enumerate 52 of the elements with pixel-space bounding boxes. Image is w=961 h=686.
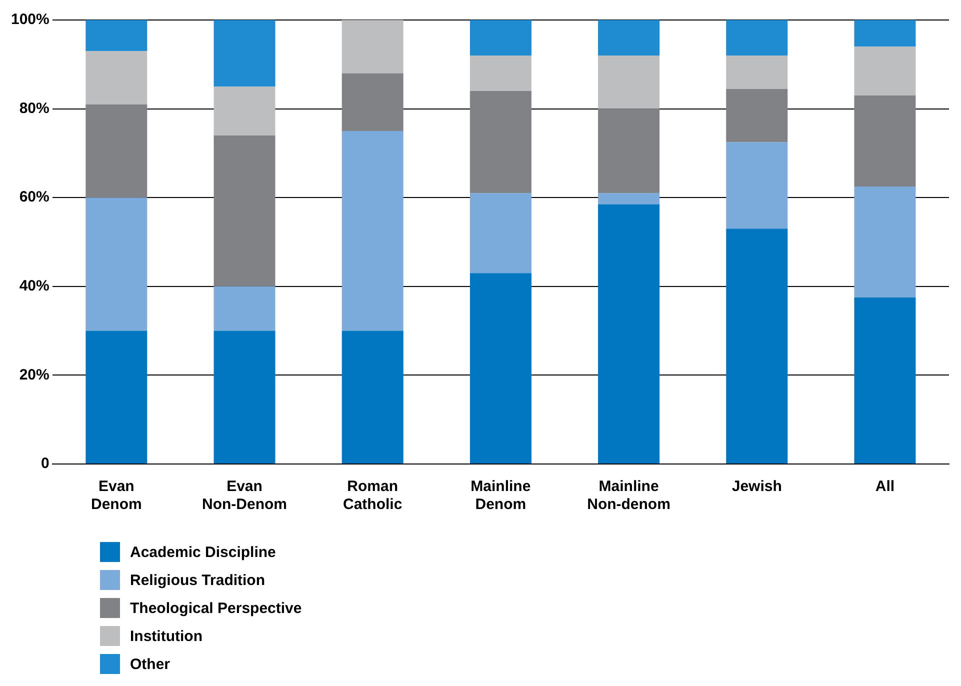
legend-label: Other: [130, 656, 170, 672]
x-tick-label: All: [875, 478, 895, 496]
y-tick-label: 0: [41, 455, 50, 472]
y-tick-label: 60%: [19, 188, 50, 206]
x-tick-label: Evan Denom: [90, 478, 142, 514]
bar: [598, 204, 660, 464]
bar: [726, 142, 788, 229]
bar: [86, 330, 148, 464]
bar: [854, 298, 916, 464]
bar: [854, 95, 916, 186]
y-tick-label: 40%: [19, 278, 50, 295]
bar: [854, 46, 916, 96]
y-tick-label: 100%: [10, 11, 50, 28]
bar: [854, 20, 916, 47]
bar: [214, 330, 276, 464]
y-tick-label: 80%: [19, 100, 50, 117]
bar: [598, 193, 660, 204]
bar: [342, 330, 404, 464]
legend-label: Religious Tradition: [130, 572, 266, 588]
bar: [342, 20, 404, 74]
bar: [342, 73, 404, 131]
bar: [214, 135, 276, 286]
bar: [214, 20, 276, 87]
bar: [598, 108, 660, 194]
bar: [86, 104, 148, 198]
bar: [470, 20, 532, 56]
legend-label: Institution: [130, 628, 202, 644]
bar: [86, 51, 148, 104]
legend-label: Theological Perspective: [130, 600, 302, 616]
x-tick-label: Jewish: [732, 478, 782, 496]
bar: [726, 228, 788, 464]
x-tick-label: Roman Catholic: [343, 478, 402, 514]
bar: [470, 273, 532, 464]
bar: [598, 20, 660, 56]
legend-label: Academic Discipline: [130, 544, 276, 560]
bar: [470, 56, 532, 92]
bar: [86, 20, 148, 52]
bar: [214, 86, 276, 136]
x-tick-label: Mainline Non-denom: [587, 478, 670, 514]
bar: [726, 88, 788, 142]
bar: [854, 186, 916, 298]
y-tick-label: 20%: [19, 366, 50, 384]
bar: [342, 131, 404, 331]
bar: [86, 198, 148, 331]
x-tick-label: Mainline Denom: [470, 478, 531, 514]
bar: [726, 20, 788, 56]
bar: [726, 56, 788, 89]
x-tick-label: Evan Non-Denom: [202, 478, 287, 514]
bar: [470, 193, 532, 274]
bar: [598, 56, 660, 109]
bar: [214, 286, 276, 331]
bar: [470, 91, 532, 194]
